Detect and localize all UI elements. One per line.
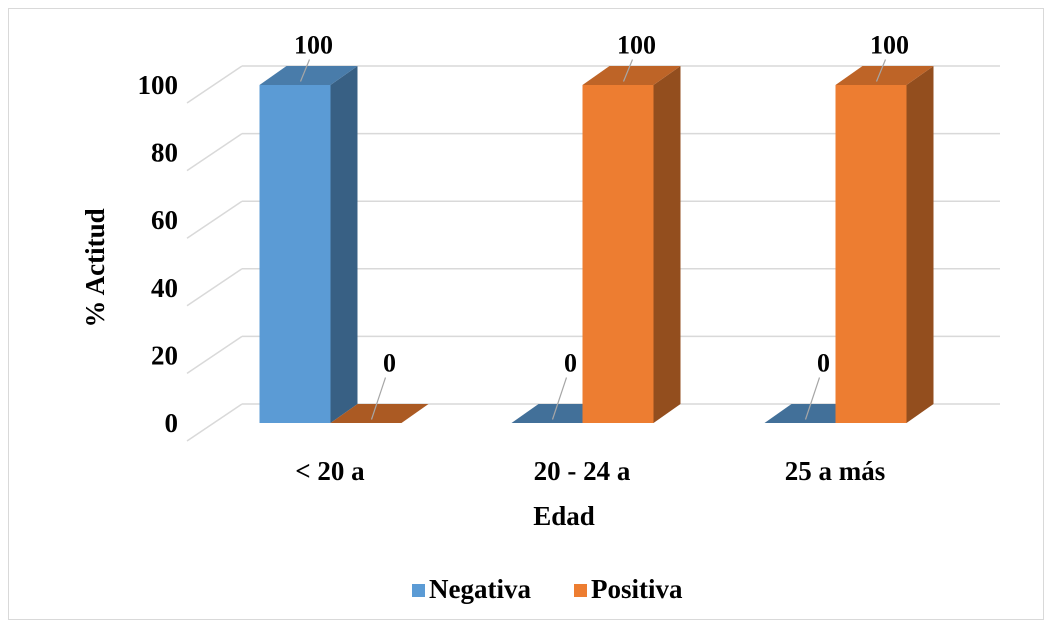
bars (259, 66, 934, 423)
y-tick-label: 0 (165, 408, 179, 438)
bar-front (835, 85, 907, 423)
data-labels: 100 0 0 100 0 100 (294, 31, 909, 420)
y-axis-title: % Actitud (80, 208, 110, 327)
gridline-depth (186, 65, 243, 104)
gridline-depth (186, 403, 243, 442)
bar-side (330, 66, 358, 423)
bar-front (259, 85, 331, 423)
leader-line (875, 59, 887, 82)
bar-front (582, 85, 654, 423)
data-label: 100 (617, 31, 656, 60)
leader-line (370, 377, 387, 420)
x-axis-title: Edad (533, 501, 595, 531)
y-tick-label: 60 (151, 205, 178, 235)
bar (330, 404, 429, 423)
leader-line (622, 59, 634, 82)
bar (835, 66, 934, 423)
gridline-depth (186, 268, 243, 307)
data-label: 0 (383, 349, 396, 378)
data-label: 100 (870, 31, 909, 60)
gridline-depth (186, 132, 243, 172)
legend: Negativa Positiva (412, 574, 683, 604)
x-tick-label: 20 - 24 a (534, 456, 631, 486)
leader-line (299, 59, 311, 82)
x-axis-ticks: < 20 a 20 - 24 a 25 a más (295, 456, 885, 486)
legend-swatch (412, 584, 425, 597)
x-tick-label: 25 a más (785, 456, 886, 486)
bar-top (330, 404, 429, 423)
bar-top (582, 66, 681, 85)
legend-swatch (574, 584, 587, 597)
y-axis-ticks: 0 20 40 60 80 100 (138, 70, 179, 438)
bar-side (906, 66, 934, 423)
gridline-depth (186, 200, 243, 239)
data-label: 100 (294, 31, 333, 60)
y-tick-label: 20 (151, 340, 178, 370)
bar-top (259, 66, 358, 85)
y-tick-label: 100 (138, 70, 179, 100)
y-tick-label: 40 (151, 273, 178, 303)
bar-side (653, 66, 681, 423)
legend-label: Negativa (429, 574, 531, 604)
leader-line (551, 377, 568, 420)
x-tick-label: < 20 a (295, 456, 365, 486)
data-label: 0 (817, 349, 830, 378)
y-tick-label: 80 (151, 138, 178, 168)
leader-line (804, 377, 821, 420)
bar-top (835, 66, 934, 85)
legend-label: Positiva (591, 574, 683, 604)
data-label: 0 (564, 349, 577, 378)
gridline-depth (186, 335, 243, 375)
bar (259, 66, 358, 423)
bar (582, 66, 681, 423)
